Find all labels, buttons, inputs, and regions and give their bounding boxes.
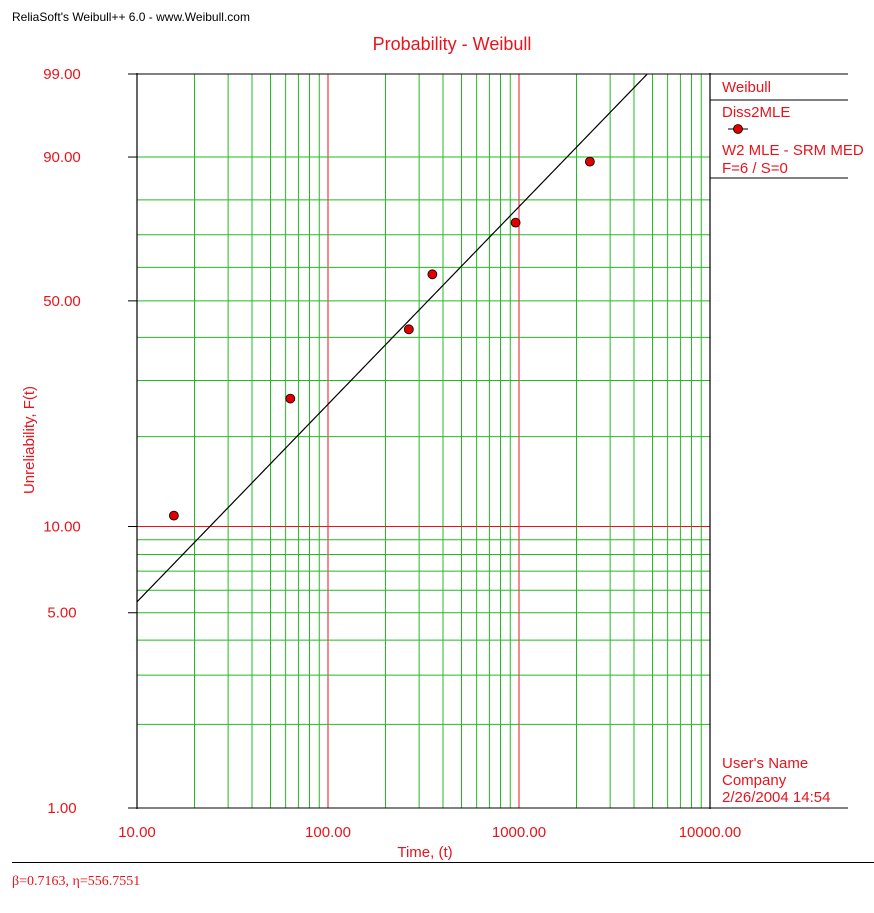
app-title: ReliaSoft's Weibull++ 6.0 - www.Weibull.… bbox=[12, 10, 250, 24]
weibull-parameters: β=0.7163, η=556.7551 bbox=[12, 874, 141, 889]
fit-line bbox=[136, 73, 648, 603]
y-tick-label: 1.00 bbox=[47, 800, 76, 817]
timestamp: 2/26/2004 14:54 bbox=[722, 789, 830, 806]
y-tick-labels: 1.00 5.00 10.00 50.00 90.00 99.00 bbox=[43, 66, 137, 817]
data-point-2 bbox=[285, 393, 296, 404]
footer-divider bbox=[12, 862, 874, 863]
y-tick-label: 99.00 bbox=[43, 66, 81, 83]
y-tick-label: 50.00 bbox=[43, 293, 81, 310]
legend-marker-point bbox=[733, 124, 743, 134]
legend-method: W2 MLE - SRM MED bbox=[722, 142, 864, 159]
data-point-1 bbox=[168, 510, 179, 521]
data-point-5 bbox=[510, 217, 521, 228]
legend-counts: F=6 / S=0 bbox=[722, 160, 788, 177]
plot-grid bbox=[137, 74, 710, 808]
x-tick-label: 1000.00 bbox=[492, 824, 546, 841]
y-tick-label: 90.00 bbox=[43, 149, 81, 166]
chart-title: Probability - Weibull bbox=[373, 34, 532, 54]
plot-frame bbox=[128, 73, 711, 809]
x-axis-label: Time, (t) bbox=[397, 844, 452, 861]
x-tick-label: 10.00 bbox=[118, 824, 156, 841]
x-tick-labels: 10.00 100.00 1000.00 10000.00 bbox=[118, 824, 741, 841]
data-points bbox=[168, 156, 595, 521]
data-point-3 bbox=[403, 324, 414, 335]
y-tick-label: 10.00 bbox=[43, 519, 81, 536]
fit-line-group bbox=[136, 73, 648, 603]
data-point-6 bbox=[584, 156, 595, 167]
legend-title: Weibull bbox=[722, 79, 771, 96]
y-axis-label: Unreliability, F(t) bbox=[21, 386, 38, 494]
legend-dataset: Diss2MLE bbox=[722, 104, 790, 121]
x-tick-label: 100.00 bbox=[305, 824, 351, 841]
x-tick-label: 10000.00 bbox=[679, 824, 742, 841]
company-name: Company bbox=[722, 772, 787, 789]
data-point-4 bbox=[427, 269, 438, 280]
y-tick-label: 5.00 bbox=[47, 605, 76, 622]
user-name: User's Name bbox=[722, 755, 808, 772]
